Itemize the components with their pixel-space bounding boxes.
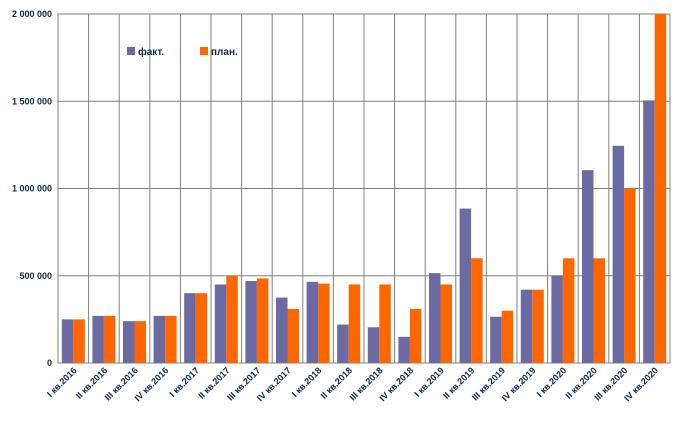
bar-fact: [184, 293, 196, 363]
bar-fact: [429, 273, 441, 363]
bar-plan: [471, 258, 483, 363]
bar-plan: [348, 284, 361, 363]
bar-fact: [398, 336, 410, 363]
bar-fact: [367, 327, 380, 363]
bar-plan: [532, 289, 544, 363]
bar-fact: [643, 100, 655, 363]
bar-fact: [551, 275, 563, 363]
y-axis-ticks: 0 500 000 1 000 000 1 500 000 2 000 000: [12, 9, 52, 368]
bar-plan: [103, 315, 116, 363]
bar-plan: [134, 321, 146, 363]
bar-fact: [276, 297, 288, 363]
bar-fact: [582, 170, 594, 363]
bars: [61, 14, 667, 363]
bar-plan: [440, 284, 452, 363]
bar-plan: [624, 188, 636, 363]
bar-plan: [318, 283, 330, 363]
legend: факт. план.: [127, 46, 238, 58]
y-tick-label: 1 500 000: [12, 96, 52, 106]
bar-fact: [459, 208, 472, 363]
legend-label-plan: план.: [211, 47, 238, 58]
bar-plan: [562, 258, 575, 363]
bar-fact: [490, 316, 502, 363]
bar-fact: [153, 315, 166, 363]
bar-plan: [195, 293, 208, 363]
bar-plan: [501, 310, 514, 363]
bar-plan: [165, 315, 177, 363]
bar-plan: [409, 308, 422, 363]
bar-fact: [214, 284, 227, 363]
bar-plan: [256, 278, 269, 363]
y-tick-label: 0: [47, 358, 52, 368]
bar-fact: [123, 321, 135, 363]
bar-fact: [520, 289, 533, 363]
gridlines: [58, 14, 670, 363]
y-tick-label: 2 000 000: [12, 9, 52, 19]
y-tick-label: 1 000 000: [12, 184, 52, 194]
bar-fact: [61, 319, 74, 363]
bar-plan: [287, 308, 299, 363]
bar-plan: [73, 319, 85, 363]
bar-plan: [379, 284, 391, 363]
bar-fact: [306, 281, 319, 363]
bar-fact: [92, 315, 104, 363]
bar-plan: [593, 258, 605, 363]
bar-fact: [612, 145, 625, 363]
bar-fact: [337, 324, 349, 363]
bar-fact: [245, 280, 257, 363]
bar-plan: [654, 14, 667, 363]
bar-plan: [226, 275, 238, 363]
legend-swatch-plan: [200, 47, 208, 55]
legend-swatch-fact: [127, 47, 135, 55]
y-tick-label: 500 000: [19, 271, 52, 281]
legend-label-fact: факт.: [138, 46, 164, 58]
